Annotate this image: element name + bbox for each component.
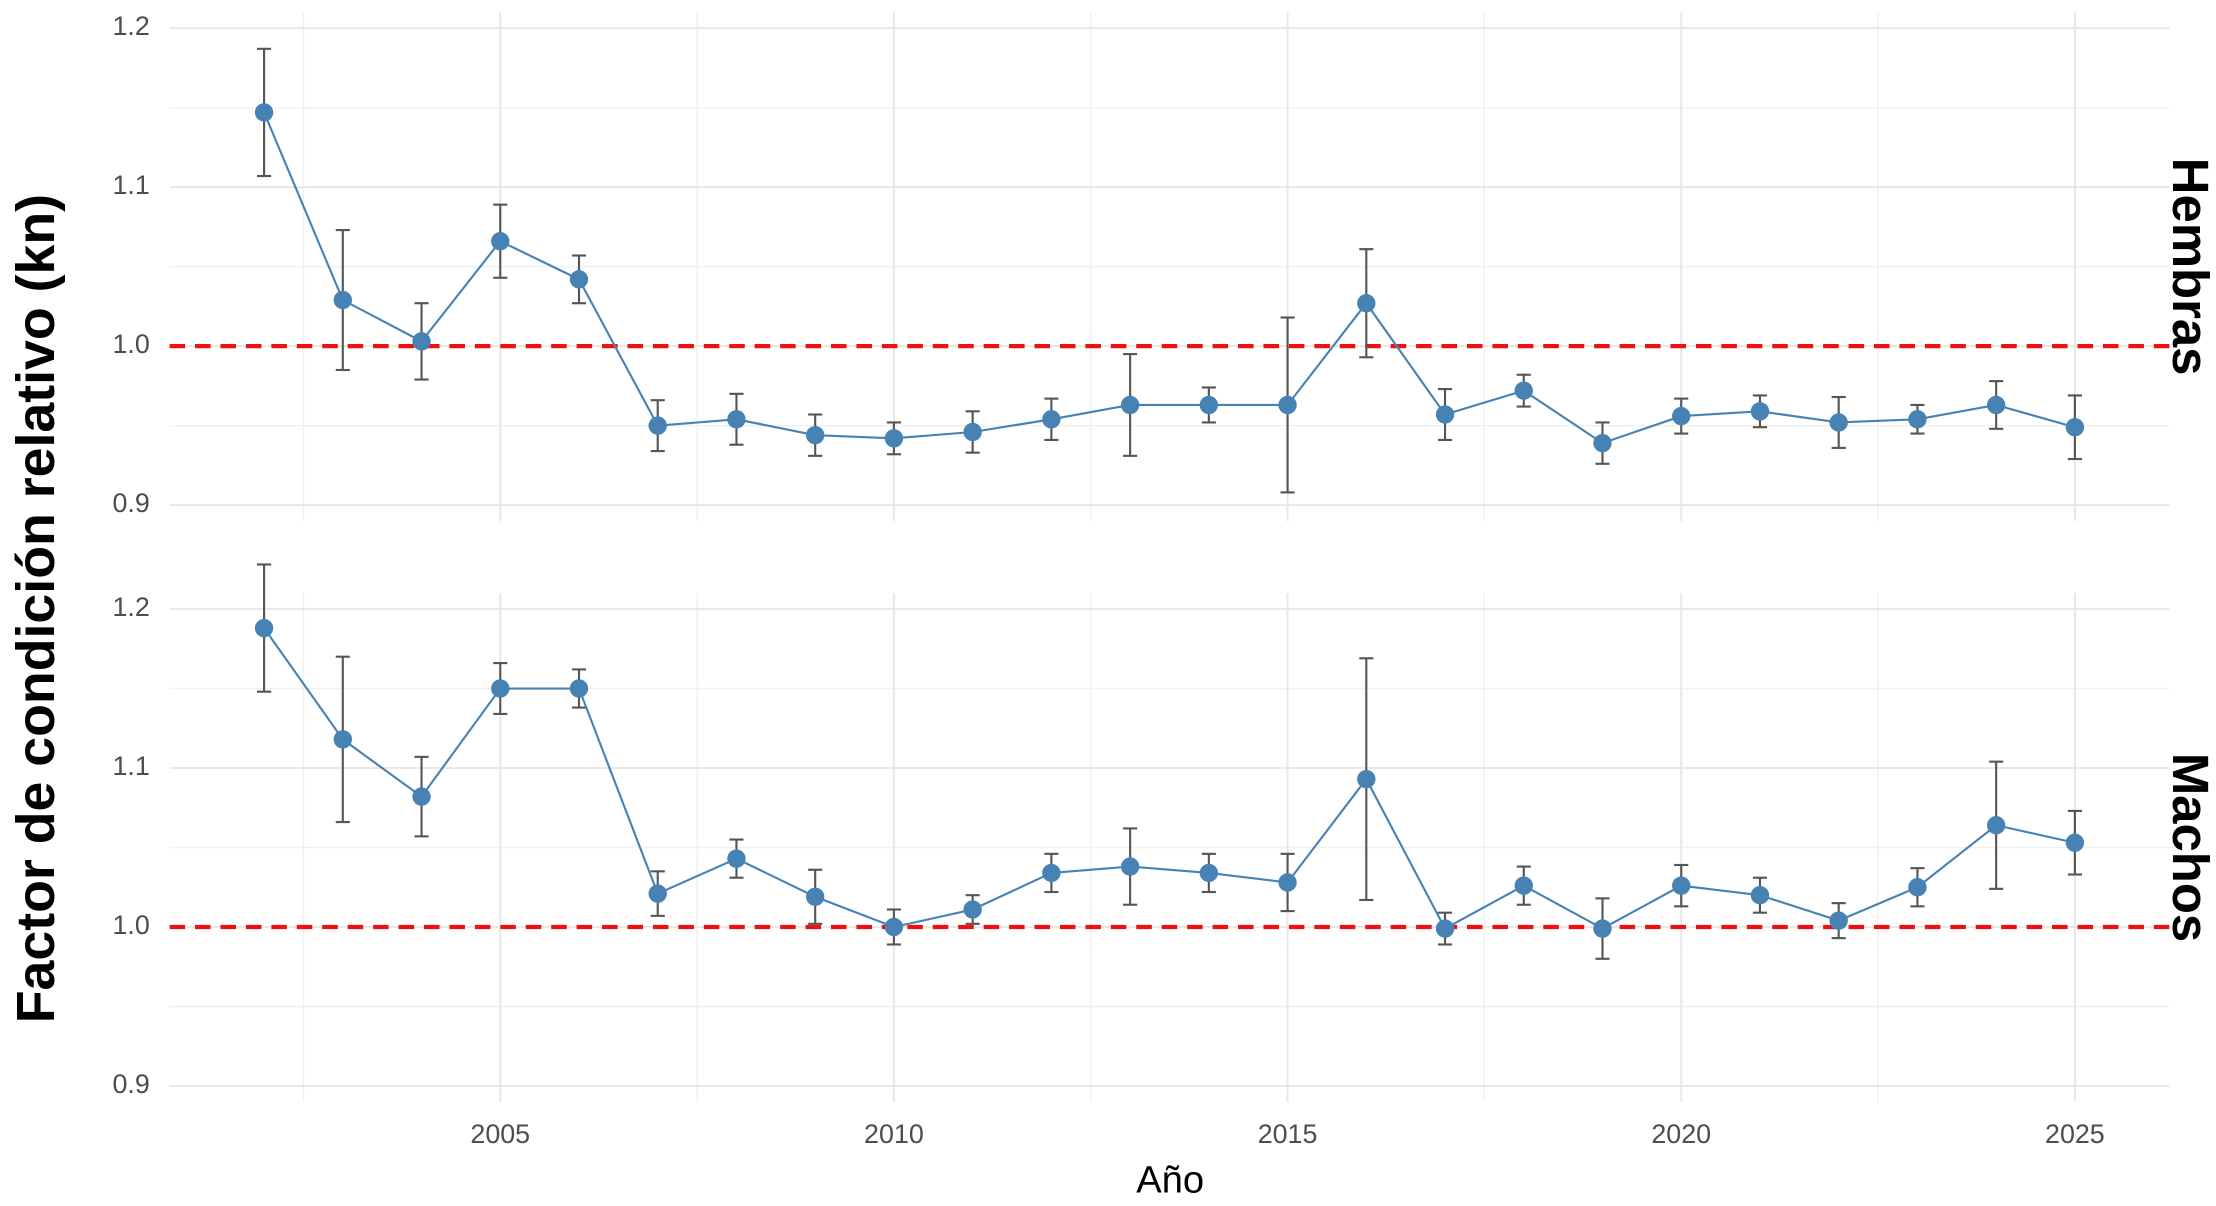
point	[727, 410, 746, 429]
point	[963, 900, 982, 919]
point	[1593, 433, 1612, 453]
point	[648, 884, 667, 903]
point	[1120, 395, 1140, 415]
point	[1750, 886, 1770, 905]
point	[491, 232, 510, 251]
y-tick-label: 1.1	[112, 170, 149, 200]
x-axis-title: Año	[1136, 1159, 1204, 1202]
y-tick-label: 1.1	[112, 751, 149, 781]
y-axis-title: Factor de condición relativo (kn)	[6, 194, 66, 1023]
point	[1829, 413, 1848, 432]
point	[569, 679, 589, 698]
point	[1042, 863, 1061, 883]
point	[254, 618, 274, 638]
point	[727, 849, 746, 868]
point	[963, 422, 982, 442]
point	[333, 730, 352, 749]
x-tick-label: 2010	[864, 1119, 924, 1149]
point	[1908, 878, 1927, 897]
point	[1357, 294, 1376, 313]
point	[1199, 863, 1219, 883]
point	[412, 332, 431, 351]
y-tick-label: 1.0	[112, 910, 149, 940]
point	[1514, 876, 1533, 895]
x-tick-label: 2015	[1258, 1119, 1318, 1149]
point	[333, 290, 352, 310]
point	[884, 429, 904, 448]
y-tick-label: 1.2	[112, 592, 149, 622]
point	[569, 270, 589, 289]
point	[1514, 381, 1533, 400]
line	[263, 112, 2076, 445]
point	[1672, 876, 1691, 895]
point	[2065, 833, 2085, 852]
point	[1750, 402, 1770, 421]
y-tick-label: 1.2	[112, 11, 149, 41]
point	[1986, 816, 2006, 835]
point	[491, 679, 510, 698]
point	[254, 103, 274, 122]
x-tick-label: 2020	[1651, 1119, 1711, 1149]
point	[1278, 873, 1297, 892]
point	[806, 425, 825, 445]
point	[1435, 405, 1455, 424]
facet-label: Hembras	[2162, 158, 2216, 376]
point	[648, 416, 667, 435]
point	[1278, 395, 1297, 415]
x-tick-label: 2025	[2045, 1119, 2105, 1149]
point	[1199, 395, 1219, 415]
point	[1593, 919, 1612, 938]
point	[1120, 857, 1140, 876]
point	[1986, 395, 2006, 415]
point	[884, 917, 904, 937]
point	[1042, 410, 1061, 429]
point	[1435, 919, 1455, 938]
point	[412, 787, 431, 806]
point	[1908, 410, 1927, 429]
line	[263, 627, 2076, 931]
point	[1829, 911, 1848, 930]
facet-label: Machos	[2162, 753, 2216, 942]
point	[2065, 418, 2085, 437]
point	[1357, 769, 1376, 789]
point	[806, 887, 825, 906]
y-tick-label: 0.9	[112, 488, 149, 518]
point	[1672, 406, 1691, 426]
y-tick-label: 0.9	[112, 1069, 149, 1099]
y-tick-label: 1.0	[112, 329, 149, 359]
x-tick-label: 2005	[470, 1119, 530, 1149]
